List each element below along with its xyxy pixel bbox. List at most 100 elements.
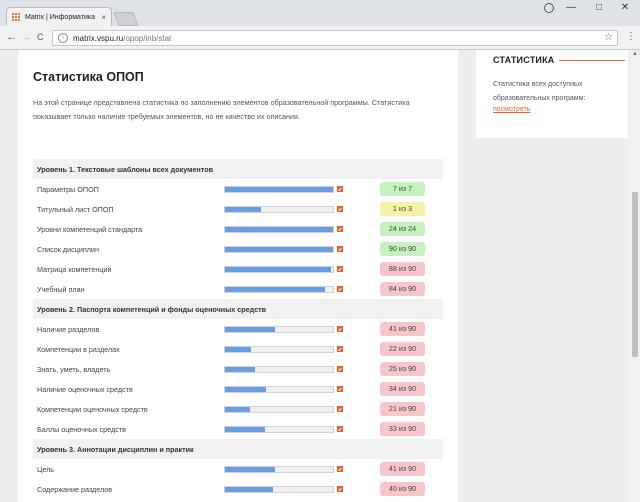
stats-section-header: Уровень 2. Паспорта компетенций и фонды … (33, 299, 443, 319)
progress-bar (224, 465, 334, 473)
sidebar-title: СТАТИСТИКА (493, 55, 555, 65)
progress-bar-fill (225, 486, 273, 492)
progress-bar (224, 405, 334, 413)
stats-section-header: Уровень 1. Текстовые шаблоны всех докуме… (33, 159, 443, 179)
scroll-up-icon[interactable]: ▲ (632, 51, 638, 57)
progress-bar-fill (225, 206, 261, 212)
stats-row: Компетенции в разделах 22 из 90 (33, 339, 443, 359)
stats-row: Наличие оценочных средств 34 из 90 (33, 379, 443, 399)
progress-bar-fill (225, 326, 275, 332)
status-badge: 33 из 90 (380, 422, 425, 436)
progress-bar (224, 205, 334, 213)
scrollbar-thumb[interactable] (632, 192, 638, 357)
browser-menu-icon[interactable]: ⋮ (626, 31, 636, 42)
maximize-button[interactable]: □ (595, 2, 603, 13)
status-badge: 21 из 90 (380, 402, 425, 416)
stats-row-label: Компетенции в разделах (37, 344, 120, 354)
status-badge: 41 из 90 (380, 322, 425, 336)
progress-bar-fill (225, 366, 256, 372)
edit-icon[interactable] (337, 286, 343, 292)
stats-row-label: Цель (37, 464, 55, 474)
bookmark-star-icon[interactable]: ☆ (604, 32, 613, 43)
edit-icon[interactable] (337, 326, 343, 332)
edit-icon[interactable] (337, 386, 343, 392)
url-host: matrix.vspu.ru (73, 33, 124, 43)
page-title: Статистика ОПОП (33, 70, 144, 84)
status-badge: 1 из 3 (380, 202, 425, 216)
progress-bar (224, 245, 334, 253)
progress-bar (224, 225, 334, 233)
progress-bar-fill (225, 266, 331, 272)
stats-row: Цель 41 из 90 (33, 459, 443, 479)
edit-icon[interactable] (337, 266, 343, 272)
sidebar-title-underline (559, 60, 625, 61)
progress-bar (224, 385, 334, 393)
tab-close-icon[interactable]: × (101, 12, 106, 22)
status-badge: 24 из 24 (380, 222, 425, 236)
sidebar-text: Статистика всех доступных образовательны… (493, 81, 586, 102)
stats-row-label: Наличие разделов (37, 324, 100, 334)
page-scrollbar[interactable]: ▲ (630, 50, 640, 502)
edit-icon[interactable] (337, 406, 343, 412)
progress-bar-fill (225, 286, 326, 292)
stats-row-label: Учебный план (37, 284, 85, 294)
stats-row-label: Параметры ОПОП (37, 184, 99, 194)
browser-toolbar: ← → C i matrix.vspu.ru/opop/inb/stat ☆ ⋮ (0, 26, 640, 50)
stats-row: Компетенции оценочных средств 21 из 90 (33, 399, 443, 419)
stats-row-label: Компетенции оценочных средств (37, 404, 148, 414)
minimize-button[interactable]: — (566, 2, 576, 13)
browser-titlebar: Matrix | Информатика × — □ ✕ (0, 0, 640, 26)
edit-icon[interactable] (337, 226, 343, 232)
stats-row-label: Содержание разделов (37, 484, 113, 494)
stats-row-label: Знать, уметь, владеть (37, 364, 111, 374)
page-viewport: Статистика ОПОП На этой странице предста… (0, 50, 630, 502)
edit-icon[interactable] (337, 466, 343, 472)
status-badge: 22 из 90 (380, 342, 425, 356)
stats-row: Знать, уметь, владеть 25 из 90 (33, 359, 443, 379)
main-content: Статистика ОПОП На этой странице предста… (18, 50, 458, 502)
view-all-link[interactable]: посмотреть (493, 106, 531, 113)
progress-bar-fill (225, 466, 275, 472)
edit-icon[interactable] (337, 486, 343, 492)
edit-icon[interactable] (337, 426, 343, 432)
sidebar-widget: СТАТИСТИКА Статистика всех доступных обр… (476, 50, 628, 138)
edit-icon[interactable] (337, 246, 343, 252)
close-window-button[interactable]: ✕ (620, 2, 630, 13)
stats-row-label: Список дисциплин (37, 244, 99, 254)
stats-row-label: Титульный лист ОПОП (37, 204, 114, 214)
progress-bar (224, 265, 334, 273)
new-tab-button[interactable] (113, 12, 139, 26)
status-badge: 90 из 90 (380, 242, 425, 256)
edit-icon[interactable] (337, 366, 343, 372)
reload-icon[interactable]: C (37, 32, 44, 42)
progress-bar (224, 425, 334, 433)
progress-bar-fill (225, 186, 333, 192)
edit-icon[interactable] (337, 186, 343, 192)
url-path: /opop/inb/stat (123, 33, 172, 43)
progress-bar (224, 325, 334, 333)
stats-row: Параметры ОПОП 7 из 7 (33, 179, 443, 199)
edit-icon[interactable] (337, 346, 343, 352)
progress-bar-fill (225, 426, 265, 432)
site-info-icon[interactable]: i (58, 33, 68, 43)
stats-row: Учебный план 84 из 90 (33, 279, 443, 299)
stats-row-label: Матрица компетенций (37, 264, 112, 274)
stats-row: Наличие разделов 41 из 90 (33, 319, 443, 339)
progress-bar-fill (225, 406, 250, 412)
user-profile-icon[interactable] (544, 3, 554, 13)
progress-bar (224, 485, 334, 493)
forward-arrow-icon[interactable]: → (21, 31, 32, 43)
status-badge: 41 из 90 (380, 462, 425, 476)
browser-tab[interactable]: Matrix | Информатика × (6, 7, 112, 26)
stats-row: Матрица компетенций 88 из 90 (33, 259, 443, 279)
back-arrow-icon[interactable]: ← (6, 31, 17, 43)
address-bar[interactable]: i matrix.vspu.ru/opop/inb/stat ☆ (52, 30, 618, 46)
progress-bar-fill (225, 226, 333, 232)
stats-row: Список дисциплин 90 из 90 (33, 239, 443, 259)
status-badge: 34 из 90 (380, 382, 425, 396)
edit-icon[interactable] (337, 206, 343, 212)
stats-row-label: Наличие оценочных средств (37, 384, 133, 394)
progress-bar (224, 365, 334, 373)
progress-bar-fill (225, 386, 267, 392)
progress-bar (224, 285, 334, 293)
